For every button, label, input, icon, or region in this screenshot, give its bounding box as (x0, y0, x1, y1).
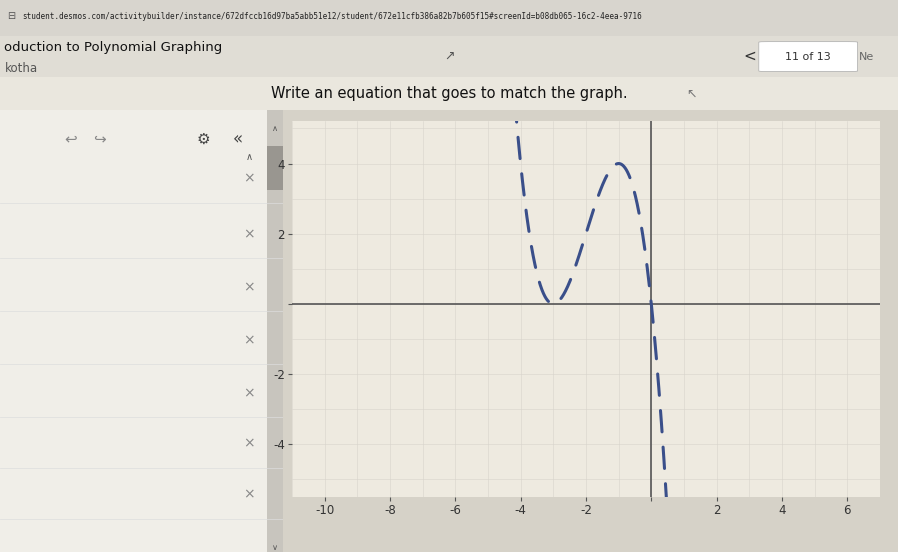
Text: ×: × (243, 227, 255, 241)
Text: ×: × (243, 172, 255, 186)
Text: Write an equation that goes to match the graph.: Write an equation that goes to match the… (270, 86, 628, 102)
Bar (268, 146, 283, 190)
Text: oduction to Polynomial Graphing: oduction to Polynomial Graphing (4, 41, 223, 54)
Text: ↪: ↪ (92, 131, 105, 147)
Text: ↗: ↗ (444, 50, 454, 63)
Text: Ne: Ne (859, 51, 874, 62)
Text: 11 of 13: 11 of 13 (786, 51, 831, 62)
Text: ×: × (243, 487, 255, 502)
Bar (268, 110, 283, 552)
Text: ∧: ∧ (272, 124, 278, 132)
Text: ⚙: ⚙ (197, 131, 210, 147)
Text: ×: × (243, 437, 255, 451)
Text: ×: × (243, 386, 255, 400)
Text: ×: × (243, 280, 255, 294)
Text: student.desmos.com/activitybuilder/instance/672dfccb16d97ba5abb51e12/student/672: student.desmos.com/activitybuilder/insta… (22, 12, 642, 20)
Text: kotha: kotha (4, 62, 38, 75)
Text: ∨: ∨ (272, 543, 278, 552)
Text: ×: × (243, 333, 255, 347)
Text: ↩: ↩ (65, 131, 77, 147)
Text: ⊟: ⊟ (7, 11, 15, 21)
Text: ↖: ↖ (686, 87, 697, 100)
Text: ∧: ∧ (245, 152, 252, 162)
Text: <: < (744, 49, 756, 64)
FancyBboxPatch shape (759, 42, 858, 72)
Text: «: « (233, 130, 242, 148)
